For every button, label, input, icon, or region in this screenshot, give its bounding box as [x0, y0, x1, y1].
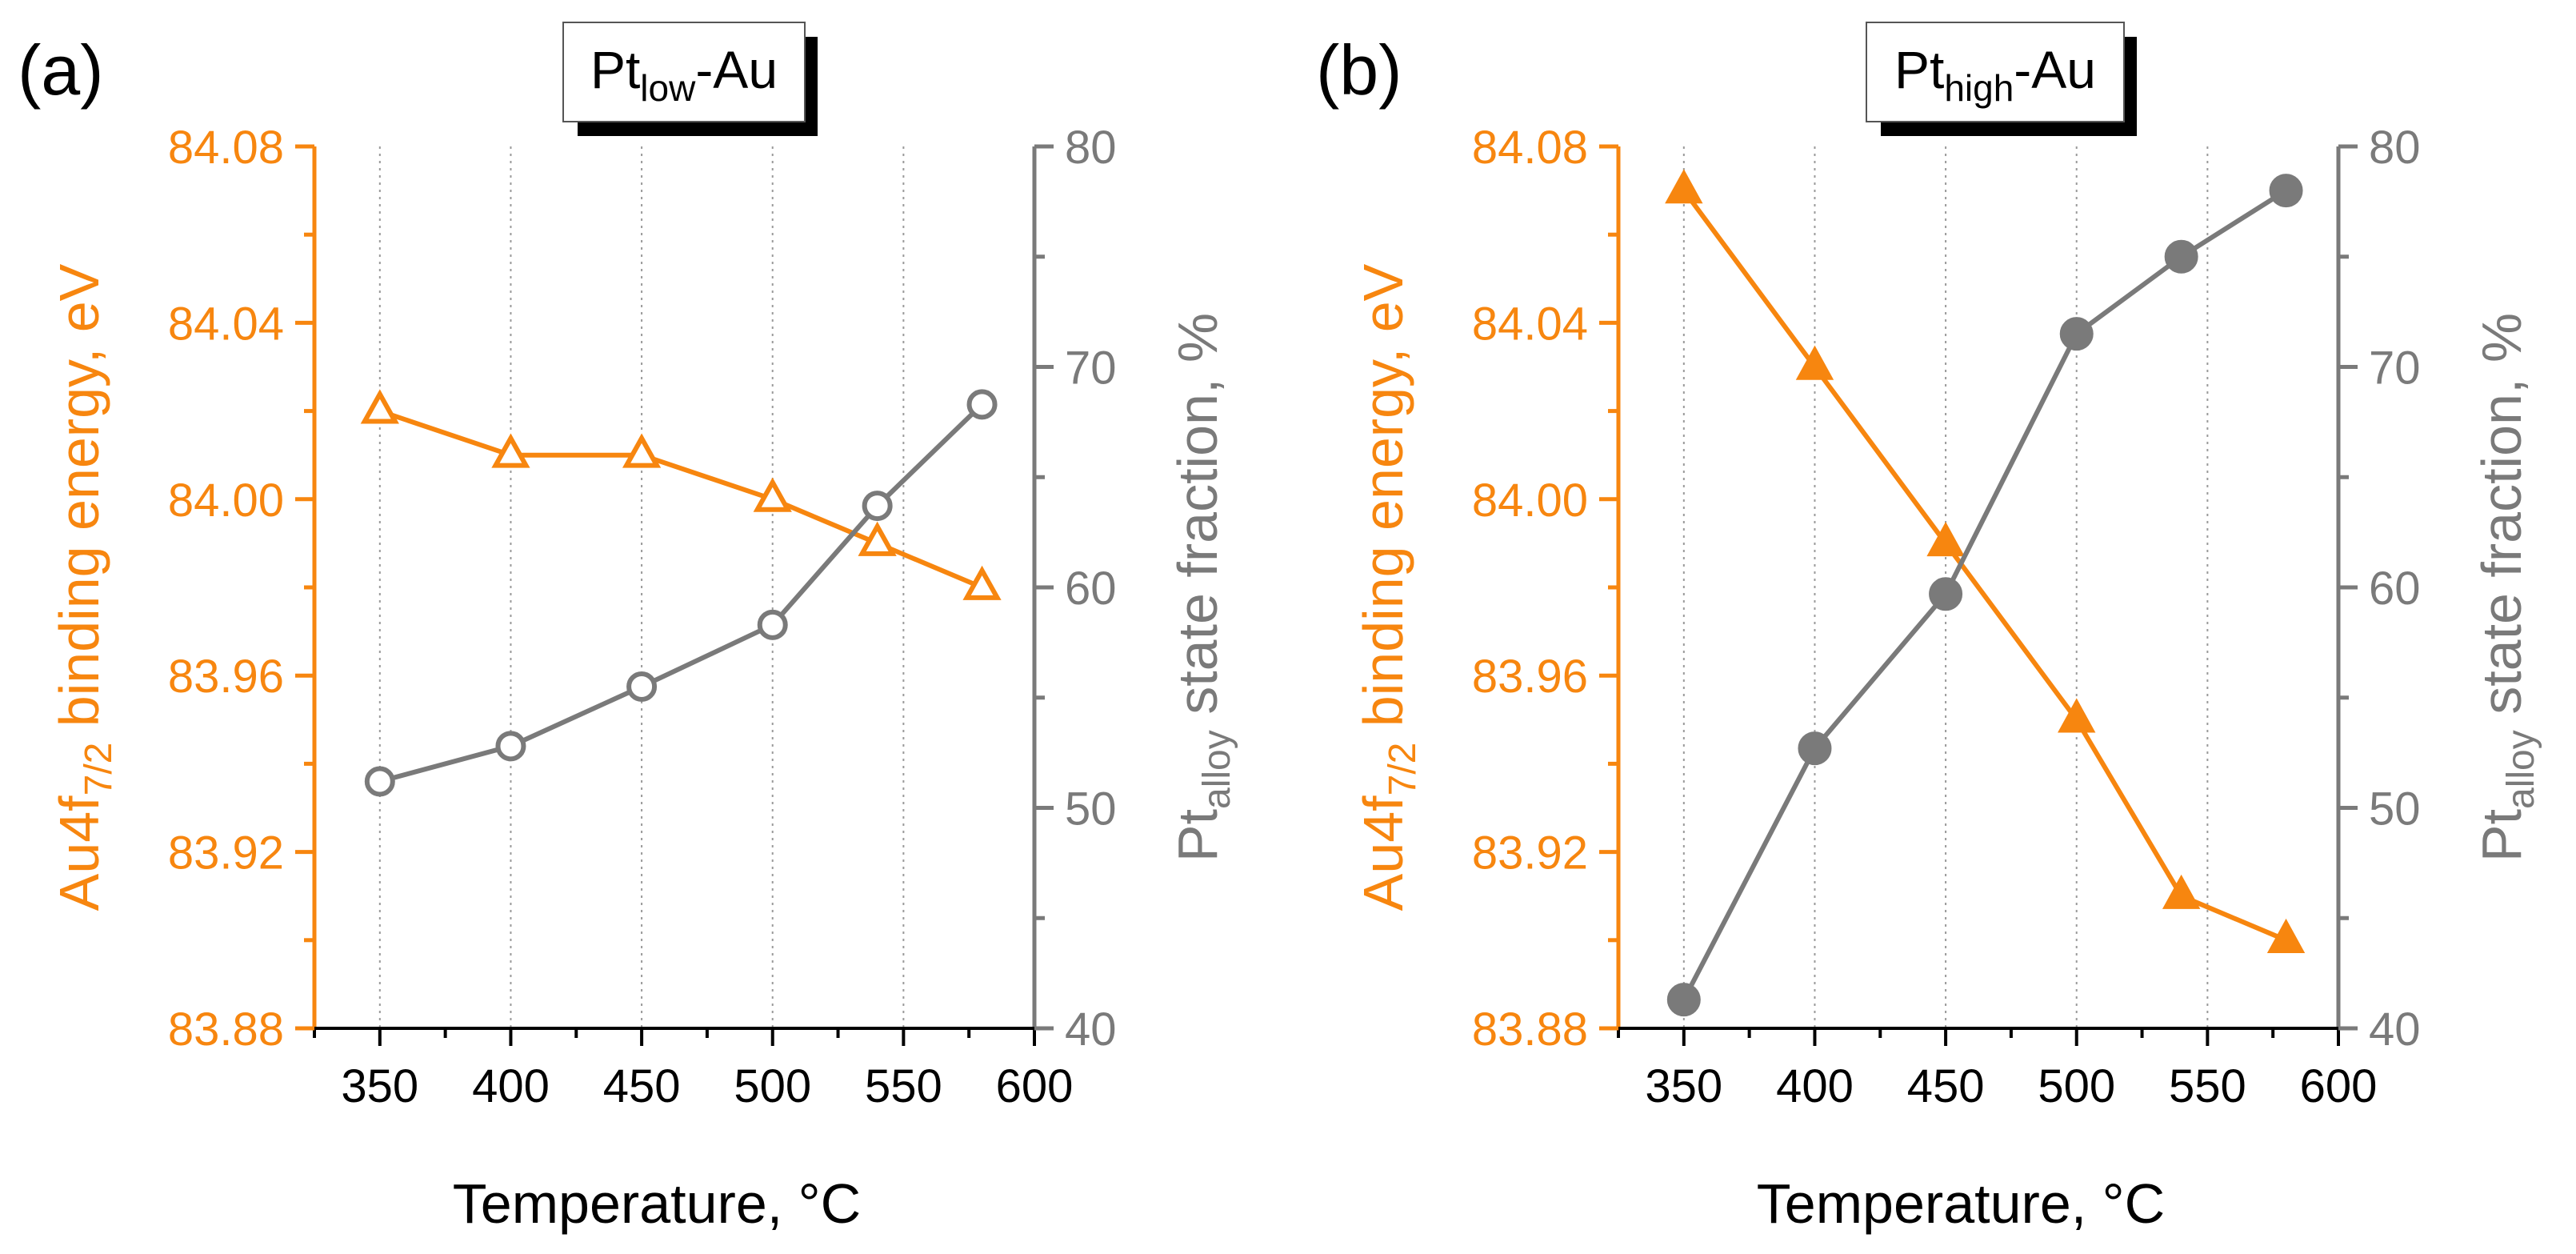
x-tick-label: 500: [734, 1060, 811, 1112]
alloy-fraction-point: [2269, 174, 2303, 208]
x-tick-label: 350: [341, 1060, 418, 1112]
right-y-tick-label: 70: [1065, 343, 1117, 395]
left-y-tick-label: 83.92: [1472, 827, 1588, 879]
x-tick-label: 600: [2300, 1060, 2378, 1112]
alloy-fraction-series-line: [379, 403, 984, 784]
right-y-label-rest: state fraction, %: [1166, 313, 1229, 730]
binding-energy-point: [2058, 698, 2096, 733]
binding-energy-point: [622, 433, 662, 468]
left-y-tick-label: 83.96: [1472, 651, 1588, 703]
right-y-axis-label: Ptalloy state fraction, %: [2470, 313, 2542, 862]
left-y-tick-label: 84.08: [1472, 122, 1588, 174]
binding-energy-point: [2162, 874, 2201, 909]
right-y-tick-label: 60: [2369, 563, 2421, 615]
left-y-axis-label: Au4f7/2 binding energy, eV: [48, 263, 120, 911]
binding-energy-point: [753, 477, 792, 512]
alloy-fraction-point: [495, 731, 526, 762]
left-y-label-sub: 7/2: [78, 743, 120, 796]
x-tick-label: 500: [2038, 1060, 2115, 1112]
title-main: Pt: [1894, 40, 1944, 99]
binding-energy-series-line: [1682, 189, 2287, 943]
alloy-fraction-point: [1666, 983, 1701, 1017]
alloy-fraction-point: [626, 671, 658, 702]
title-sub: low: [640, 67, 696, 109]
alloy-fraction-point: [2164, 239, 2198, 274]
right-y-tick-label: 80: [1065, 122, 1117, 174]
title-rest: -Au: [695, 40, 778, 99]
binding-energy-point: [1795, 345, 1834, 380]
x-tick-label: 400: [1776, 1060, 1854, 1112]
panel-label: (a): [18, 30, 104, 110]
left-y-tick-label: 84.04: [168, 298, 284, 350]
x-tick-label: 450: [1907, 1060, 1985, 1112]
right-y-tick-label: 80: [2369, 122, 2421, 174]
left-y-tick-label: 84.00: [1472, 475, 1588, 527]
left-y-tick-label: 83.92: [168, 827, 284, 879]
left-y-tick-label: 83.88: [1472, 1004, 1588, 1056]
x-tick-label: 550: [865, 1060, 942, 1112]
title-box: [562, 22, 806, 122]
right-y-label-main: Pt: [2470, 809, 2533, 862]
right-y-axis-label: Ptalloy state fraction, %: [1166, 313, 1238, 862]
right-y-tick-label: 70: [2369, 343, 2421, 395]
right-y-label-rest: state fraction, %: [2470, 313, 2533, 730]
alloy-fraction-point: [2059, 317, 2094, 351]
alloy-fraction-point: [1929, 577, 1963, 611]
left-y-tick-label: 83.88: [168, 1004, 284, 1056]
chart-panel-b: (b) 350 400 450 500 550 600 83.88 83.92 83.96 84.0…: [1316, 22, 2542, 1235]
right-y-label-sub: alloy: [2500, 730, 2542, 809]
binding-energy-point: [858, 521, 897, 556]
right-y-tick-label: 40: [2369, 1004, 2421, 1056]
binding-energy-point: [1926, 522, 1965, 557]
title-box: [1866, 22, 2125, 122]
chart-panel-a: (a) 350 400 450 500 550 600 83.88 83.92 83.96 84.0…: [18, 22, 1238, 1235]
left-y-label-rest: binding energy, eV: [48, 263, 110, 742]
binding-energy-point: [1665, 169, 1703, 204]
chart-title: Pthigh-Au: [1894, 40, 2096, 109]
x-axis-label: Temperature, °C: [1757, 1172, 2165, 1235]
binding-energy-point: [360, 389, 399, 424]
right-y-tick-label: 40: [1065, 1004, 1117, 1056]
left-y-tick-label: 84.08: [168, 122, 284, 174]
left-y-label-main: Au4f: [48, 795, 110, 911]
left-y-label-rest: binding energy, eV: [1352, 263, 1414, 742]
alloy-fraction-point: [757, 609, 788, 640]
title-rest: -Au: [2014, 40, 2096, 99]
alloy-fraction-point: [862, 491, 893, 522]
panel-label: (b): [1316, 30, 1402, 110]
x-tick-label: 350: [1645, 1060, 1722, 1112]
left-y-axis-label: Au4f7/2 binding energy, eV: [1352, 263, 1424, 911]
x-tick-label: 400: [472, 1060, 550, 1112]
title-sub: high: [1944, 67, 2014, 109]
alloy-fraction-point: [1798, 731, 1832, 766]
binding-energy-point: [491, 433, 530, 468]
alloy-fraction-point: [966, 389, 998, 420]
alloy-fraction-point: [364, 766, 395, 797]
left-y-label-sub: 7/2: [1382, 743, 1424, 796]
title-main: Pt: [590, 40, 640, 99]
x-tick-label: 550: [2169, 1060, 2246, 1112]
left-y-tick-label: 84.00: [168, 475, 284, 527]
x-tick-label: 600: [996, 1060, 1074, 1112]
left-y-label-main: Au4f: [1352, 795, 1414, 911]
left-y-tick-label: 83.96: [168, 651, 284, 703]
binding-energy-point: [2266, 918, 2306, 953]
x-tick-label: 450: [603, 1060, 681, 1112]
binding-energy-series-line: [378, 408, 983, 590]
right-y-tick-label: 60: [1065, 563, 1117, 615]
right-y-tick-label: 50: [1065, 783, 1117, 835]
binding-energy-point: [962, 565, 1002, 600]
alloy-fraction-series-line: [1682, 188, 2288, 1001]
right-y-label-main: Pt: [1166, 809, 1229, 862]
x-axis-label: Temperature, °C: [453, 1172, 861, 1235]
chart-title: Ptlow-Au: [590, 40, 778, 109]
left-y-tick-label: 84.04: [1472, 298, 1588, 350]
right-y-label-sub: alloy: [1196, 730, 1238, 809]
right-y-tick-label: 50: [2369, 783, 2421, 835]
